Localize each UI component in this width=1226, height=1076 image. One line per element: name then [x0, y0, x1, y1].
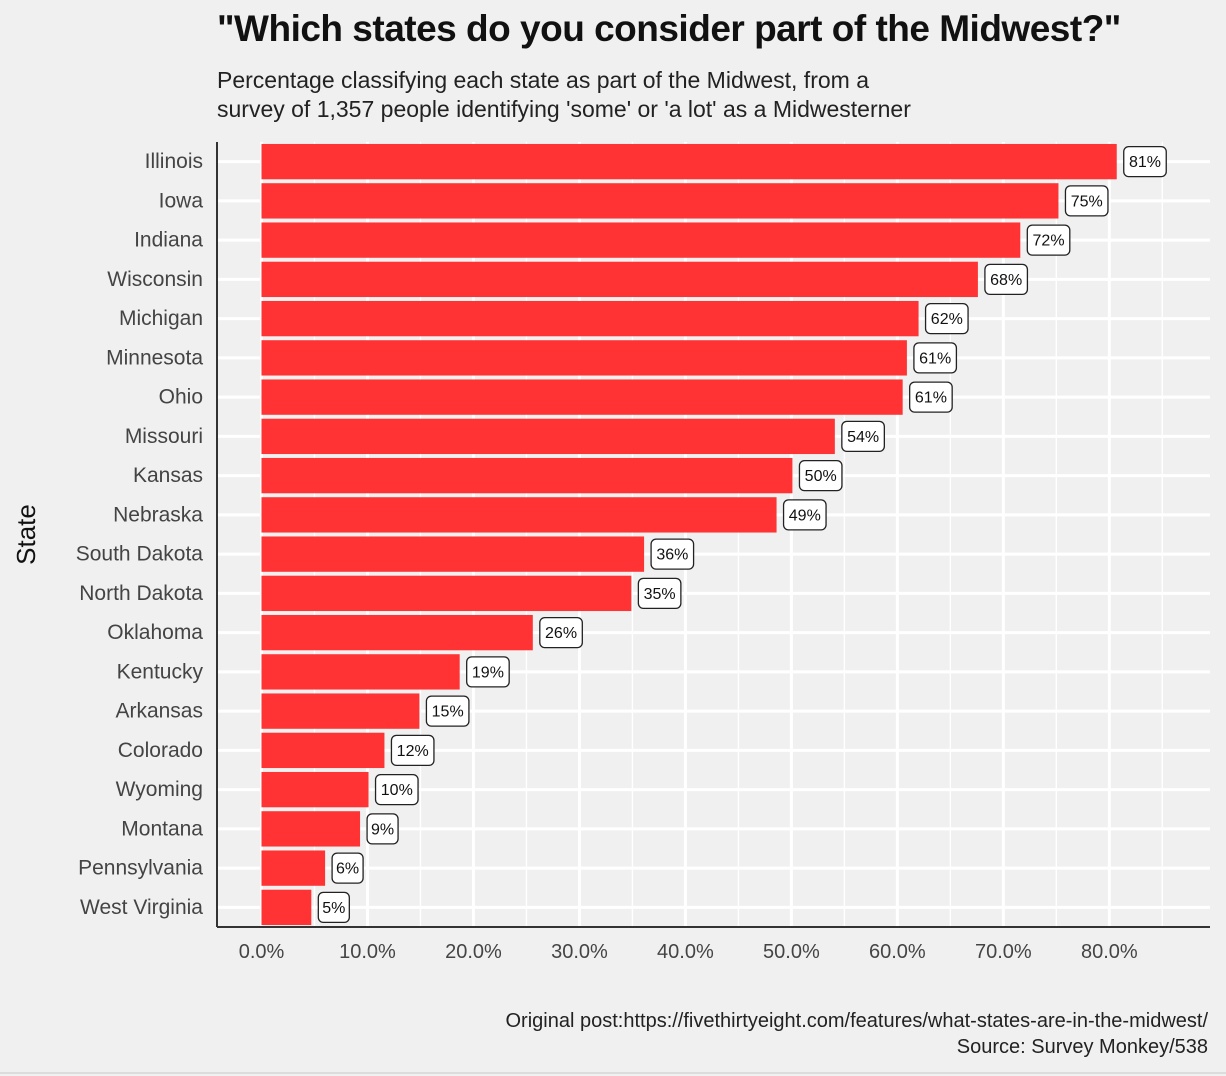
data-label-box: [782, 499, 827, 531]
data-label: 68%: [990, 272, 1022, 289]
chart-subtitle-line-2: survey of 1,357 people identifying 'some…: [217, 96, 911, 122]
bar-iowa: [261, 183, 1059, 219]
category-tick-label: Arkansas: [115, 700, 203, 723]
category-tick-label: Pennsylvania: [78, 857, 203, 880]
data-label: 26%: [545, 625, 577, 642]
chart-subtitle-line-1: Percentage classifying each state as par…: [217, 67, 869, 93]
caption-original-post: Original post:https://fivethirtyeight.co…: [505, 1010, 1209, 1032]
data-label-box: [425, 695, 470, 727]
bar-colorado: [261, 732, 385, 769]
data-label: 49%: [789, 507, 821, 524]
x-tick-label: 60.0%: [869, 941, 926, 963]
bar-pennsylvania: [261, 850, 326, 886]
data-label-box: [1026, 224, 1071, 256]
data-label-box: [924, 302, 969, 335]
bar-chart: Illinois 81% Iowa 75% Indiana 72% Wisconsin 68%…: [11, 142, 1210, 963]
data-label-box: [366, 813, 399, 845]
data-label: 72%: [1033, 233, 1065, 250]
x-tick-label: 0.0%: [239, 941, 285, 963]
category-tick-label: Illinois: [145, 150, 203, 173]
bar-north-dakota: [261, 575, 632, 612]
bar-ohio: [261, 379, 903, 415]
category-tick-label: Kansas: [133, 464, 203, 487]
data-label-box: [637, 577, 682, 610]
bar-wisconsin: [261, 261, 978, 298]
data-label-box: [466, 656, 510, 688]
data-label: 81%: [1129, 154, 1161, 171]
caption-source: Source: Survey Monkey/538: [956, 1036, 1208, 1058]
data-label-box: [390, 734, 435, 767]
data-label: 62%: [931, 311, 963, 328]
data-label-box: [1123, 145, 1167, 178]
bar-wyoming: [261, 771, 369, 808]
category-tick-label: Michigan: [119, 307, 203, 330]
data-label-box: [984, 263, 1029, 296]
data-label: 61%: [915, 390, 947, 407]
bar-kentucky: [261, 654, 460, 690]
bar-nebraska: [261, 497, 777, 533]
bar-minnesota: [261, 340, 907, 376]
data-label: 61%: [919, 350, 951, 367]
data-label: 54%: [847, 429, 879, 446]
category-tick-label: Iowa: [159, 189, 204, 212]
category-tick-label: Missouri: [125, 425, 203, 448]
bar-missouri: [261, 418, 835, 455]
y-axis-title: State: [11, 504, 41, 565]
bar-montana: [261, 811, 361, 847]
data-label-box: [841, 420, 885, 453]
bar-oklahoma: [261, 614, 533, 651]
data-label: 75%: [1071, 193, 1103, 210]
data-label-box: [374, 773, 419, 806]
data-label: 36%: [656, 547, 688, 564]
category-tick-label: Wyoming: [116, 778, 203, 801]
x-tick-label: 70.0%: [975, 941, 1032, 963]
category-tick-label: Ohio: [159, 386, 203, 409]
bar-kansas: [261, 457, 793, 494]
x-tick-label: 80.0%: [1081, 941, 1138, 963]
category-tick-label: South Dakota: [76, 543, 204, 566]
category-tick-label: Nebraska: [113, 503, 203, 526]
data-label-box: [650, 538, 695, 570]
category-tick-label: Indiana: [134, 229, 203, 252]
bar-south-dakota: [261, 536, 645, 572]
bar-arkansas: [261, 693, 420, 729]
data-label-box: [913, 342, 958, 374]
data-label: 15%: [432, 704, 464, 721]
x-tick-label: 40.0%: [657, 941, 714, 963]
data-label: 12%: [397, 743, 429, 760]
data-label-box: [317, 891, 350, 924]
data-label-box: [331, 852, 364, 884]
chart-title: "Which states do you consider part of th…: [217, 8, 1121, 49]
bar-indiana: [261, 222, 1021, 258]
category-tick-label: Kentucky: [117, 660, 204, 683]
category-tick-label: Montana: [121, 817, 203, 840]
bottom-divider: [0, 1072, 1226, 1074]
x-tick-label: 10.0%: [339, 941, 396, 963]
x-tick-label: 50.0%: [763, 941, 820, 963]
x-tick-label: 20.0%: [445, 941, 502, 963]
category-tick-label: Minnesota: [106, 346, 203, 369]
data-label-box: [1064, 185, 1109, 217]
x-tick-label: 30.0%: [551, 941, 608, 963]
bar-west-virginia: [261, 889, 312, 926]
data-label: 35%: [644, 586, 676, 603]
category-tick-label: North Dakota: [79, 582, 203, 605]
category-tick-label: Wisconsin: [107, 268, 203, 291]
data-label: 5%: [322, 900, 345, 917]
bar-michigan: [261, 300, 919, 337]
data-label: 19%: [472, 664, 504, 681]
data-label-box: [539, 616, 583, 649]
category-tick-label: Colorado: [118, 739, 203, 762]
data-label: 10%: [381, 782, 413, 799]
category-tick-label: Oklahoma: [107, 621, 203, 644]
data-label: 6%: [336, 861, 359, 878]
bar-illinois: [261, 143, 1117, 180]
data-label-box: [798, 459, 843, 492]
data-label-box: [909, 381, 953, 413]
data-label: 50%: [805, 468, 837, 485]
category-tick-label: West Virginia: [80, 896, 203, 919]
data-label: 9%: [371, 821, 394, 838]
